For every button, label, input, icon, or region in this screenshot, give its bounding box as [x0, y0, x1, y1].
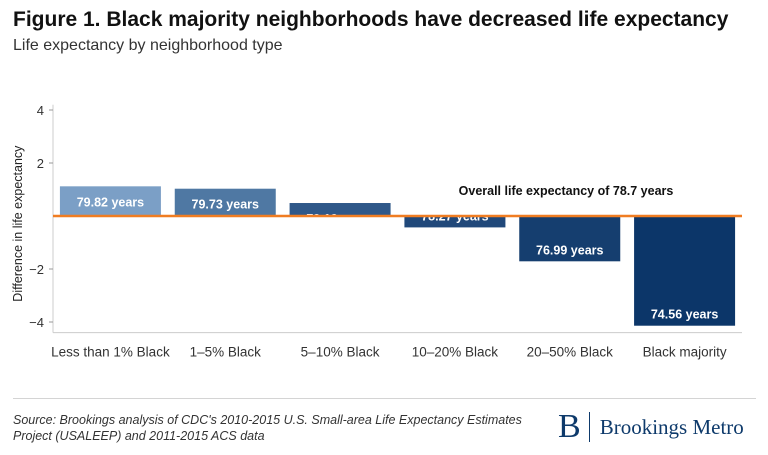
bar: [59, 186, 161, 216]
y-tick-label: 4: [37, 103, 44, 118]
bar: [634, 216, 736, 326]
bar-data-label: 74.56 years: [651, 308, 718, 322]
x-tick-label: Less than 1% Black: [51, 345, 170, 360]
logo-text: Brookings Metro: [599, 414, 744, 439]
bar: [519, 216, 621, 262]
y-axis-title: Difference in life expectancy: [11, 145, 25, 302]
y-tick-label: −4: [29, 315, 44, 330]
x-tick-label: Black majority: [643, 345, 727, 360]
bar-data-label: 79.19 years: [306, 212, 373, 226]
bar-data-label: 76.99 years: [536, 243, 603, 257]
reference-line-label: Overall life expectancy of 78.7 years: [459, 184, 674, 198]
x-tick-label: 20–50% Black: [527, 345, 614, 360]
logo-letter: B: [558, 408, 581, 445]
brookings-metro-logo: B Brookings Metro: [558, 408, 744, 446]
y-tick-label: 2: [37, 156, 44, 171]
y-tick-label: −2: [29, 262, 44, 277]
bar: [404, 216, 506, 228]
x-tick-label: 10–20% Black: [412, 345, 499, 360]
bar-data-label: 79.82 years: [77, 195, 144, 209]
x-tick-label: 5–10% Black: [301, 345, 380, 360]
footer-divider: [13, 398, 756, 399]
source-note: Source: Brookings analysis of CDC's 2010…: [13, 413, 522, 443]
bar: [289, 203, 391, 216]
bar-chart: 4 2 −2 −4 Difference in life expectancy Less …: [11, 103, 742, 360]
bar: [174, 188, 276, 216]
chart-title: Figure 1. Black majority neighborhoods h…: [13, 8, 729, 31]
chart-subtitle: Life expectancy by neighborhood type: [13, 37, 283, 54]
bar-data-label: 79.73 years: [192, 198, 259, 212]
x-tick-label: 1–5% Black: [190, 345, 262, 360]
logo-separator: [588, 412, 590, 442]
